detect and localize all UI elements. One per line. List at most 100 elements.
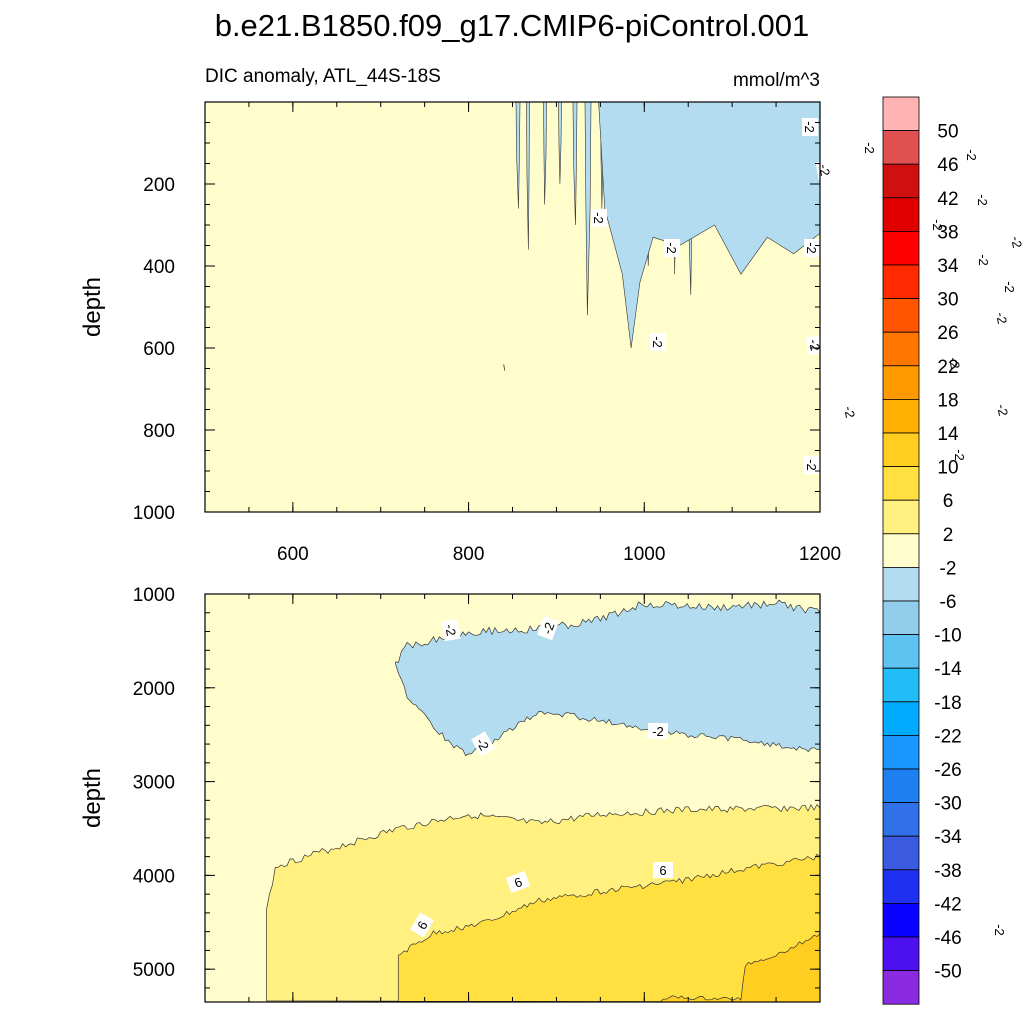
contour-label-bg	[802, 118, 818, 136]
negative-spike	[988, 102, 995, 206]
contour-label: -2	[952, 449, 967, 461]
subtitle-right: mmol/m^3	[733, 70, 820, 91]
colorbar-label: -50	[934, 962, 961, 983]
negative-spike	[877, 102, 883, 158]
bottom-negative-region	[395, 599, 820, 757]
colorbar-label: 50	[937, 122, 958, 143]
contour-label: -2	[804, 459, 819, 471]
colorbar-swatch	[882, 869, 920, 904]
negative-spike	[872, 102, 875, 138]
contour-label: -2	[976, 254, 991, 266]
y-tick-label: 800	[143, 421, 175, 442]
contour-label: -2	[992, 924, 1007, 936]
contour-label: -2	[993, 311, 1010, 325]
colorbar-label: 10	[937, 458, 958, 479]
contour-label-bg	[505, 871, 531, 893]
colorbar-swatch	[882, 499, 920, 535]
y-tick-label: 1000	[133, 503, 175, 524]
negative-spike	[515, 102, 521, 209]
colorbar-swatch	[882, 163, 920, 199]
colorbar-label: 14	[937, 424, 959, 445]
contour-label-bg	[964, 146, 980, 164]
colorbar-swatch	[882, 835, 920, 871]
negative-spike	[838, 102, 845, 156]
bottom-axes: 1000 2000 3000 4000 5000	[133, 585, 821, 1002]
x-tick-label: 1000	[623, 544, 665, 565]
colorbar-swatch	[882, 802, 920, 837]
negative-spike	[853, 102, 860, 155]
negative-spike	[986, 102, 990, 168]
colorbar-swatch	[882, 701, 920, 736]
colorbar-swatch	[882, 735, 920, 770]
x-tick-label: 600	[277, 544, 309, 565]
negative-spike	[1016, 102, 1019, 201]
contour-label-bg	[993, 399, 1013, 421]
negative-spike	[931, 102, 938, 140]
contour-label: -2	[964, 149, 979, 161]
contour-label: -2	[804, 242, 819, 254]
colorbar-label: 46	[937, 155, 958, 176]
y-tick-label: 200	[143, 175, 175, 196]
top-negative-region	[503, 102, 1019, 512]
colorbar-swatch	[882, 365, 920, 400]
colorbar-label: 18	[937, 390, 958, 411]
negative-spike	[922, 102, 927, 174]
subtitle-left: DIC anomaly, ATL_44S-18S	[205, 66, 441, 87]
colorbar-label: -30	[934, 794, 961, 815]
negative-spike	[968, 102, 971, 178]
contour-label-bg	[650, 333, 666, 351]
negative-spike	[971, 102, 976, 273]
negative-spike	[835, 102, 840, 166]
x-tick-label: 800	[453, 544, 485, 565]
contour-label-bg	[653, 862, 673, 878]
colorbar-swatch	[882, 298, 920, 333]
negative-spike	[543, 102, 547, 205]
top-y-axis-label: depth	[79, 277, 106, 337]
colorbar-label: -46	[934, 928, 961, 949]
contour-label: -2	[802, 121, 817, 133]
colorbar-label: -10	[934, 626, 961, 647]
negative-spike	[584, 102, 592, 316]
colorbar-label: -22	[934, 726, 961, 747]
contour-label: -2	[1008, 235, 1024, 249]
colorbar-swatch	[882, 197, 920, 232]
negative-spike	[1001, 102, 1006, 185]
colorbar-label: -14	[934, 659, 962, 680]
contour-label-bg	[664, 239, 680, 257]
contour-label: -2	[806, 338, 823, 352]
negative-spike	[833, 102, 837, 160]
colorbar-label: -42	[934, 894, 961, 915]
contour-label-bg	[1002, 278, 1018, 296]
y-tick-label: 600	[143, 339, 175, 360]
colorbar-label: -2	[940, 558, 957, 579]
colorbar-swatch	[882, 936, 920, 971]
negative-spike	[919, 102, 925, 213]
contour-label: -2	[442, 623, 459, 637]
contour-label-bg	[992, 307, 1012, 329]
negative-spike	[926, 102, 930, 208]
colorbar-label: -38	[934, 861, 961, 882]
tiny-contour	[503, 364, 506, 371]
colorbar-label: 42	[937, 189, 958, 210]
colorbar-swatch	[882, 398, 920, 434]
top-panel: -2 -2 -2 -2 -2 -2 -2 -2 -2 -2 -2 -2 -2 -2 -2 -2 -2 -2 -2 -2…	[79, 101, 1024, 939]
negative-spike	[999, 102, 1002, 512]
contour-label: 6	[512, 874, 524, 891]
colorbar-swatch	[882, 667, 920, 703]
colorbar-swatch	[882, 432, 920, 467]
negative-spike	[1011, 102, 1013, 182]
negative-spike	[823, 102, 829, 196]
colorbar-swatch	[882, 96, 920, 131]
negative-spike	[844, 102, 851, 141]
contour-label: -2	[539, 620, 557, 636]
y-tick-label: 4000	[133, 866, 175, 887]
colorbar-label: 30	[937, 290, 958, 311]
negative-spike	[558, 102, 562, 185]
chart-title: b.e21.B1850.f09_g17.CMIP6-piControl.001	[215, 8, 810, 43]
contour-label-bg	[976, 251, 992, 269]
negative-spike	[526, 102, 530, 250]
colorbar-swatch	[882, 970, 920, 1005]
colorbar-swatch	[882, 331, 920, 367]
